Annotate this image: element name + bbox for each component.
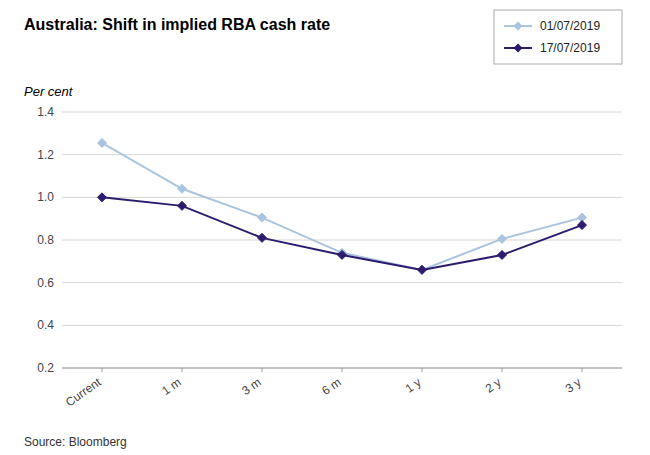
x-tick bbox=[502, 368, 503, 372]
y-tick-label: 0.6 bbox=[37, 276, 54, 290]
x-tick bbox=[422, 368, 423, 372]
x-tick-label: 3 y bbox=[563, 375, 584, 396]
y-tick-label: 0.2 bbox=[37, 361, 54, 375]
point bbox=[338, 250, 347, 259]
line bbox=[102, 143, 582, 270]
y-tick-label: 1.4 bbox=[37, 105, 54, 119]
point bbox=[418, 265, 427, 274]
grid-line bbox=[62, 282, 622, 283]
x-tick bbox=[102, 368, 103, 372]
point bbox=[498, 234, 507, 243]
grid-line bbox=[62, 112, 622, 113]
point bbox=[258, 213, 267, 222]
y-tick-label: 0.4 bbox=[37, 318, 54, 332]
x-tick-label: Current bbox=[63, 375, 104, 410]
x-tick-label: 1 y bbox=[403, 375, 424, 396]
point bbox=[258, 233, 267, 242]
x-tick bbox=[262, 368, 263, 372]
line bbox=[102, 197, 582, 270]
legend-label: 17/07/2019 bbox=[540, 41, 600, 55]
chart: Australia: Shift in implied RBA cash rat… bbox=[0, 0, 650, 455]
grid-line bbox=[62, 197, 622, 198]
series bbox=[98, 138, 587, 274]
source: Source: Bloomberg bbox=[24, 435, 127, 449]
legend-box bbox=[494, 10, 622, 64]
y-tick-label: 1.2 bbox=[37, 148, 54, 162]
point bbox=[98, 138, 107, 147]
x-tick bbox=[182, 368, 183, 372]
series bbox=[98, 193, 587, 275]
legend-marker bbox=[514, 22, 523, 31]
y-grid bbox=[62, 112, 622, 368]
y-tick-label: 0.8 bbox=[37, 233, 54, 247]
x-tick-label: 1 m bbox=[159, 375, 183, 398]
point bbox=[178, 184, 187, 193]
legend-marker bbox=[514, 44, 523, 53]
grid-line bbox=[62, 240, 622, 241]
background bbox=[0, 0, 650, 455]
x-tick bbox=[582, 368, 583, 372]
point bbox=[498, 250, 507, 259]
x-tick-label: 6 m bbox=[319, 375, 343, 398]
legend: 01/07/2019 17/07/2019 bbox=[494, 10, 622, 64]
grid-line bbox=[62, 325, 622, 326]
plot-area bbox=[98, 138, 587, 274]
point bbox=[578, 221, 587, 230]
y-tick-label: 1.0 bbox=[37, 190, 54, 204]
y-axis-label: Per cent bbox=[24, 84, 74, 99]
legend-label: 01/07/2019 bbox=[540, 19, 600, 33]
point bbox=[418, 265, 427, 274]
x-tick bbox=[342, 368, 343, 372]
grid-line bbox=[62, 154, 622, 155]
title: Australia: Shift in implied RBA cash rat… bbox=[24, 16, 330, 33]
point bbox=[98, 193, 107, 202]
x-tick-label: 3 m bbox=[239, 375, 263, 398]
x-tick-label: 2 y bbox=[483, 375, 504, 396]
point bbox=[178, 201, 187, 210]
